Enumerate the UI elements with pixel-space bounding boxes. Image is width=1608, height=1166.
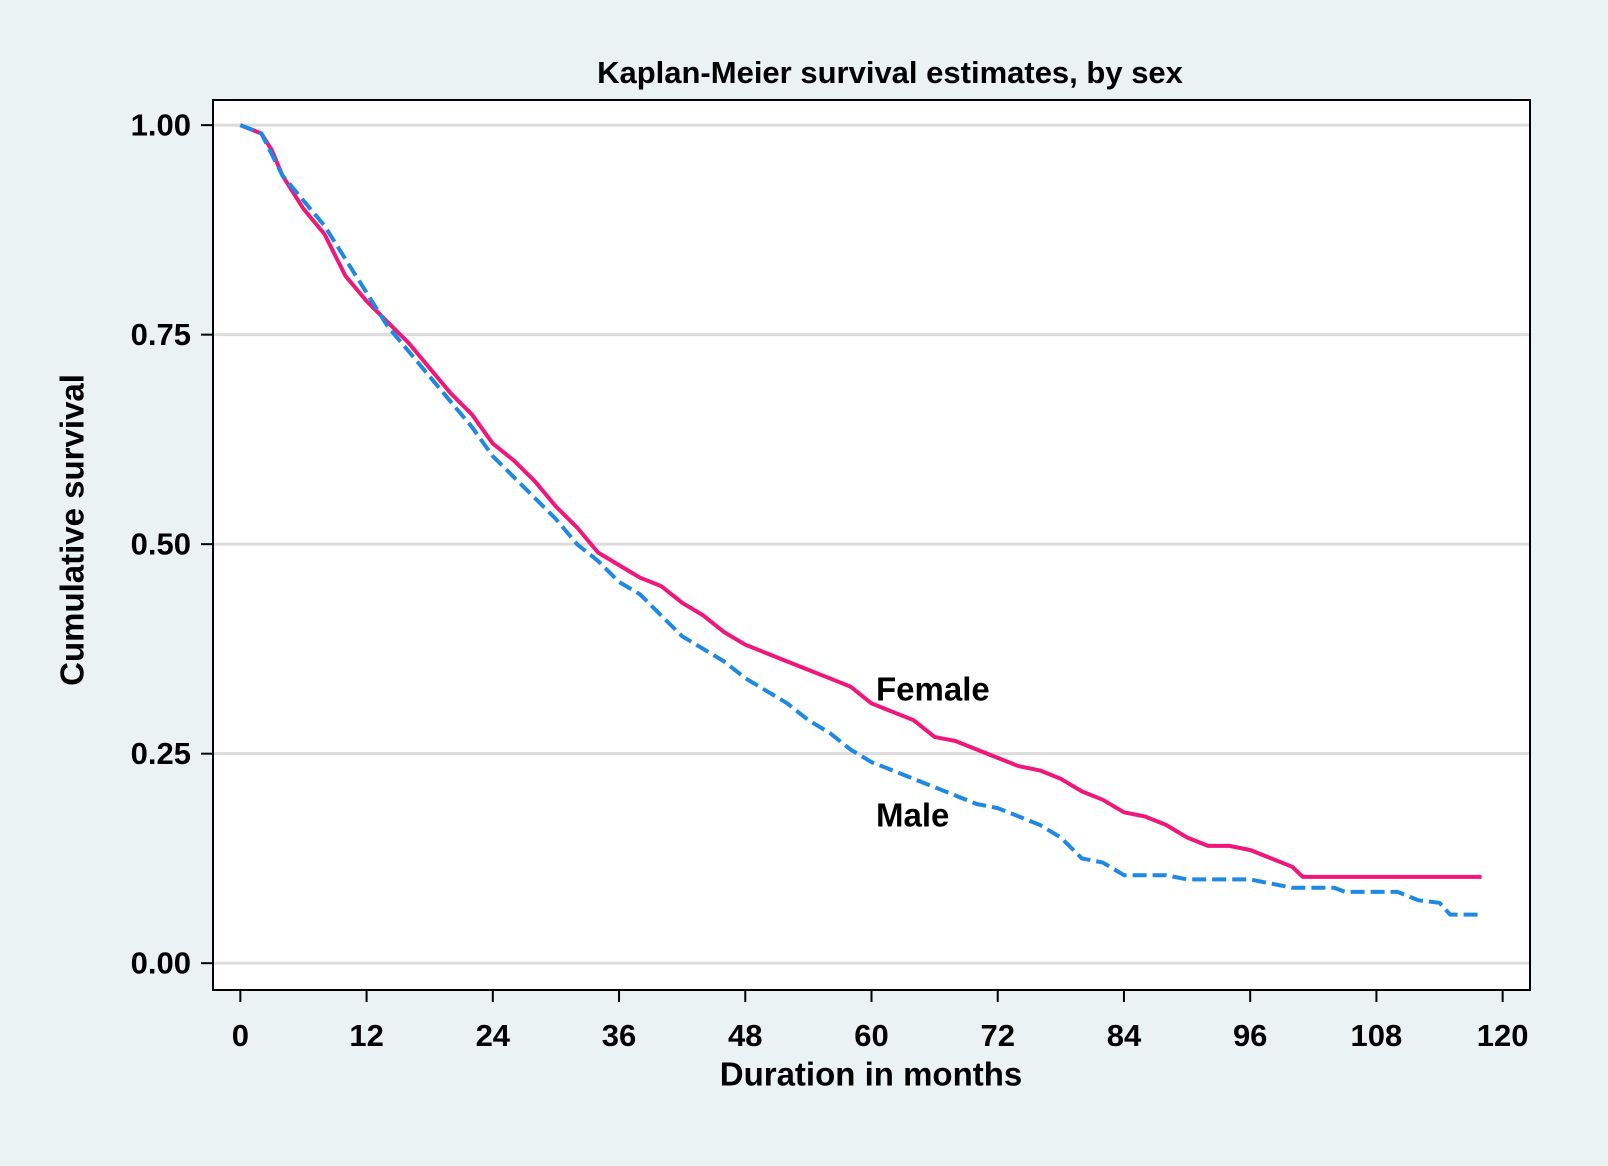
- chart-title: Kaplan-Meier survival estimates, by sex: [597, 55, 1184, 90]
- x-tick-label: 84: [1107, 1018, 1142, 1053]
- y-tick-label: 0.50: [131, 526, 191, 561]
- series-label: Female: [876, 671, 990, 708]
- y-tick-label: 0.75: [131, 317, 191, 352]
- x-tick-label: 120: [1477, 1018, 1529, 1053]
- survival-line: [239, 123, 1482, 879]
- x-tick-label: 108: [1351, 1018, 1403, 1053]
- x-tick-label: 48: [728, 1018, 762, 1053]
- x-tick-label: 0: [232, 1018, 249, 1053]
- x-tick-label: 60: [854, 1018, 888, 1053]
- x-tick-label: 36: [602, 1018, 636, 1053]
- series-label: Male: [876, 797, 949, 834]
- x-tick-label: 72: [980, 1018, 1014, 1053]
- x-tick-label: 24: [476, 1018, 511, 1053]
- x-tick-label: 12: [349, 1018, 383, 1053]
- plot-border: [212, 99, 1531, 991]
- x-axis-label: Duration in months: [720, 1056, 1022, 1093]
- y-axis-label: Cumulative survival: [54, 374, 91, 686]
- y-tick-label: 1.00: [131, 107, 191, 142]
- y-tick-label: 0.00: [131, 945, 191, 980]
- y-tick-label: 0.25: [131, 736, 191, 771]
- x-tick-label: 96: [1233, 1018, 1267, 1053]
